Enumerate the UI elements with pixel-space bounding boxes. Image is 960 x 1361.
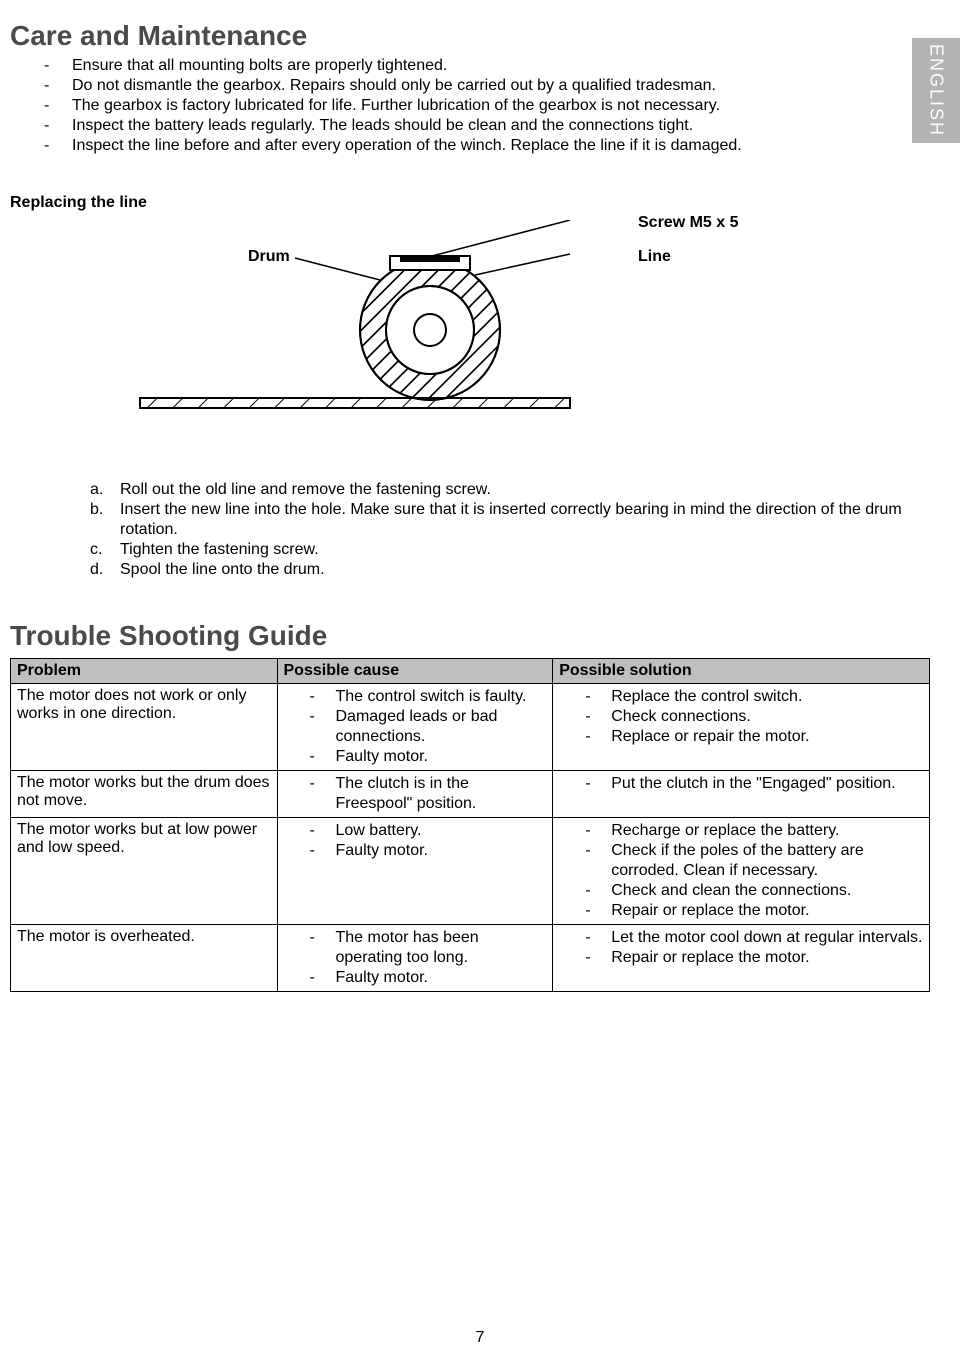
solution-item: Check and clean the connections. bbox=[585, 881, 923, 901]
problem-cell: The motor is overheated. bbox=[11, 925, 278, 992]
cause-item: The control switch is faulty. bbox=[310, 687, 547, 707]
problem-cell: The motor does not work or only works in… bbox=[11, 684, 278, 771]
solution-item: Check if the poles of the battery are co… bbox=[585, 841, 923, 881]
solution-item: Repair or replace the motor. bbox=[585, 901, 923, 921]
cause-item: The clutch is in the Freespool" position… bbox=[310, 774, 547, 814]
care-bullet: Do not dismantle the gearbox. Repairs sh… bbox=[44, 76, 930, 96]
care-bullet-list: Ensure that all mounting bolts are prope… bbox=[10, 56, 930, 156]
solution-cell: Put the clutch in the "Engaged" position… bbox=[553, 771, 930, 818]
cause-cell: The clutch is in the Freespool" position… bbox=[277, 771, 553, 818]
cause-item: Faulty motor. bbox=[310, 968, 547, 988]
cause-item: Damaged leads or bad connections. bbox=[310, 707, 547, 747]
cause-cell: The control switch is faulty.Damaged lea… bbox=[277, 684, 553, 771]
solution-item: Repair or replace the motor. bbox=[585, 948, 923, 968]
problem-cell: The motor works but at low power and low… bbox=[11, 818, 278, 925]
drum-svg bbox=[80, 220, 640, 420]
replace-steps-list: a.Roll out the old line and remove the f… bbox=[10, 480, 930, 580]
care-bullet: Inspect the battery leads regularly. The… bbox=[44, 116, 930, 136]
page-number: 7 bbox=[476, 1329, 485, 1347]
table-row: The motor is overheated.The motor has be… bbox=[11, 925, 930, 992]
cause-item: Low battery. bbox=[310, 821, 547, 841]
th-cause: Possible cause bbox=[277, 659, 553, 684]
care-bullet: The gearbox is factory lubricated for li… bbox=[44, 96, 930, 116]
solution-cell: Let the motor cool down at regular inter… bbox=[553, 925, 930, 992]
cause-item: Faulty motor. bbox=[310, 747, 547, 767]
solution-item: Replace or repair the motor. bbox=[585, 727, 923, 747]
solution-item: Let the motor cool down at regular inter… bbox=[585, 928, 923, 948]
care-bullet: Ensure that all mounting bolts are prope… bbox=[44, 56, 930, 76]
table-row: The motor works but the drum does not mo… bbox=[11, 771, 930, 818]
replace-step: d.Spool the line onto the drum. bbox=[90, 560, 930, 580]
replace-step: c.Tighten the fastening screw. bbox=[90, 540, 930, 560]
care-maintenance-heading: Care and Maintenance bbox=[10, 20, 930, 52]
solution-item: Replace the control switch. bbox=[585, 687, 923, 707]
cause-item: The motor has been operating too long. bbox=[310, 928, 547, 968]
line-label: Line bbox=[638, 248, 671, 266]
problem-cell: The motor works but the drum does not mo… bbox=[11, 771, 278, 818]
screw-label: Screw M5 x 5 bbox=[638, 214, 739, 232]
troubleshoot-heading: Trouble Shooting Guide bbox=[10, 620, 930, 652]
solution-item: Recharge or replace the battery. bbox=[585, 821, 923, 841]
th-problem: Problem bbox=[11, 659, 278, 684]
cause-item: Faulty motor. bbox=[310, 841, 547, 861]
solution-cell: Replace the control switch.Check connect… bbox=[553, 684, 930, 771]
cause-cell: The motor has been operating too long.Fa… bbox=[277, 925, 553, 992]
table-row: The motor does not work or only works in… bbox=[11, 684, 930, 771]
drum-diagram: Screw M5 x 5 Drum Line bbox=[10, 220, 930, 460]
troubleshoot-table: Problem Possible cause Possible solution… bbox=[10, 658, 930, 992]
replacing-line-heading: Replacing the line bbox=[10, 194, 930, 212]
care-bullet: Inspect the line before and after every … bbox=[44, 136, 930, 156]
replace-step: a.Roll out the old line and remove the f… bbox=[90, 480, 930, 500]
replace-step: b.Insert the new line into the hole. Mak… bbox=[90, 500, 930, 540]
th-solution: Possible solution bbox=[553, 659, 930, 684]
solution-item: Put the clutch in the "Engaged" position… bbox=[585, 774, 923, 794]
solution-cell: Recharge or replace the battery.Check if… bbox=[553, 818, 930, 925]
cause-cell: Low battery.Faulty motor. bbox=[277, 818, 553, 925]
solution-item: Check connections. bbox=[585, 707, 923, 727]
table-row: The motor works but at low power and low… bbox=[11, 818, 930, 925]
